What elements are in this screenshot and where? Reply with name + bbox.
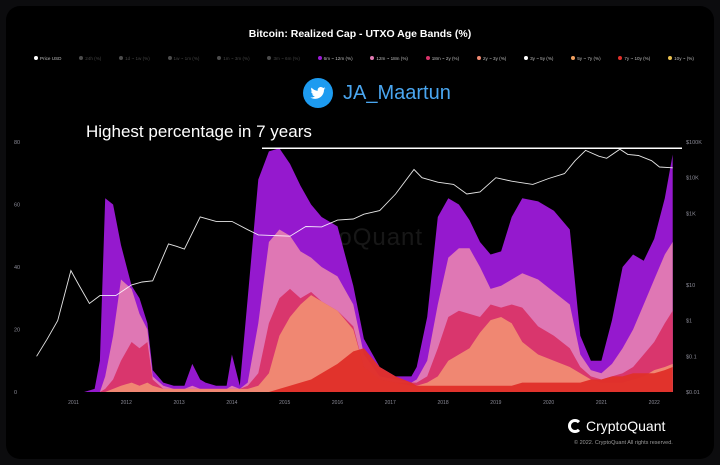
twitter-attribution: JA_Maartun — [303, 78, 451, 108]
price-line — [36, 148, 673, 357]
legend-item[interactable]: 2y ~ 3y (%) — [476, 55, 507, 61]
annotation-text: Highest percentage in 7 years — [86, 122, 312, 141]
legend-swatch — [267, 56, 272, 60]
legend-item[interactable]: 7y ~ 10y (%) — [618, 56, 650, 61]
legend-label: 7y ~ 10y (%) — [624, 55, 651, 61]
x-tick-label: 2015 — [279, 400, 290, 406]
y-tick-label: 0 — [14, 390, 17, 396]
legend-label: 18m ~ 2y (%) — [431, 55, 460, 61]
chart-card: Bitcoin: Realized Cap - UTXO Age Bands (… — [6, 6, 714, 459]
x-tick-label: 2020 — [543, 400, 554, 406]
y-tick-label: 60 — [14, 203, 20, 209]
legend-label: 24h (%) — [85, 55, 102, 61]
y-right-tick-label: $0.1 — [686, 354, 697, 360]
legend-swatch — [571, 56, 576, 60]
x-tick-label: 2012 — [121, 400, 132, 406]
area-series — [36, 348, 673, 392]
x-tick-label: 2018 — [438, 400, 449, 406]
legend-item[interactable]: 18m ~ 2y (%) — [425, 55, 460, 61]
y-right-tick-label: $100K — [686, 140, 702, 146]
legend-label: 6m ~ 12m (%) — [323, 55, 353, 61]
legend-label: 10y ~ (%) — [674, 55, 694, 61]
legend-swatch — [618, 56, 623, 60]
legend-swatch — [119, 56, 124, 60]
cryptoquant-logo-icon — [568, 419, 582, 433]
legend-label: 3y ~ 5y (%) — [530, 55, 554, 61]
legend-swatch — [34, 56, 38, 60]
chart-plot: 0 20 40 60 80 $0.01 $0.1 $1 $10 $1K $10K $100K 2011 2… — [14, 140, 702, 406]
y-right-tick-label: $10K — [686, 176, 699, 182]
legend-item[interactable]: 6m ~ 12m (%) — [317, 55, 353, 61]
legend-label: 1m ~ 3m (%) — [223, 55, 250, 61]
legend-item[interactable]: 1d ~ 1w (%) — [119, 56, 150, 61]
legend-swatch — [524, 56, 529, 60]
area-series — [36, 295, 673, 392]
legend-label: 12m ~ 18m (%) — [376, 55, 408, 61]
x-tick-label: 2019 — [490, 400, 501, 406]
legend-label: 2y ~ 3y (%) — [482, 55, 507, 61]
legend-label: 1w ~ 1m (%) — [173, 55, 200, 61]
legend-item[interactable]: 5y ~ 7y (%) — [571, 55, 601, 61]
legend-label: 3m ~ 6m (%) — [273, 55, 300, 61]
twitter-handle: JA_Maartun — [343, 81, 451, 104]
legend-label: 1d ~ 1w (%) — [125, 55, 150, 61]
legend-swatch — [425, 56, 430, 60]
legend-swatch — [317, 56, 322, 60]
legend-item[interactable]: 3y ~ 5y (%) — [524, 56, 553, 61]
legend-label: 5y ~ 7y (%) — [577, 55, 601, 61]
legend-swatch — [217, 56, 222, 60]
twitter-bird-icon — [303, 78, 333, 108]
y-tick-label: 80 — [14, 140, 20, 146]
legend-item[interactable]: 10y ~ (%) — [668, 56, 694, 61]
y-right-tick-label: $0.01 — [686, 390, 700, 396]
x-tick-label: 2016 — [332, 400, 343, 406]
x-tick-label: 2013 — [174, 400, 185, 406]
y-right-tick-label: $10 — [686, 283, 695, 289]
legend-item[interactable]: 24h (%) — [79, 56, 101, 61]
legend-swatch — [370, 56, 375, 60]
y-tick-label: 40 — [14, 265, 20, 271]
legend-swatch — [79, 56, 84, 60]
x-tick-label: 2017 — [385, 400, 396, 406]
x-tick-label: 2011 — [68, 400, 79, 406]
legend-item[interactable]: 1w ~ 1m (%) — [167, 55, 200, 61]
x-tick-label: 2022 — [649, 400, 660, 406]
legend-item[interactable]: 3m ~ 6m (%) — [267, 55, 300, 61]
x-tick-label: 2021 — [596, 400, 607, 406]
y-right-tick-label: $1K — [686, 211, 696, 217]
cryptoquant-brand: CryptoQuant — [568, 418, 665, 434]
chart-legend: Price USD 24h (%) 1d ~ 1w (%) 1w ~ 1m (%) 1m… — [34, 52, 694, 64]
x-tick-label: 2014 — [226, 400, 237, 406]
copyright-text: © 2022. CryptoQuant All rights reserved. — [574, 440, 673, 446]
legend-item[interactable]: 1m ~ 3m (%) — [217, 55, 250, 61]
legend-item[interactable]: Price USD — [34, 56, 61, 61]
y-tick-label: 20 — [14, 328, 20, 334]
legend-swatch — [167, 56, 172, 60]
y-right-tick-label: $1 — [686, 319, 692, 325]
legend-label: Price USD — [40, 55, 62, 61]
chart-title: Bitcoin: Realized Cap - UTXO Age Bands (… — [248, 28, 472, 40]
brand-name: CryptoQuant — [586, 418, 666, 434]
legend-swatch — [476, 56, 481, 60]
legend-item[interactable]: 12m ~ 18m (%) — [370, 56, 408, 61]
legend-swatch — [668, 56, 673, 60]
